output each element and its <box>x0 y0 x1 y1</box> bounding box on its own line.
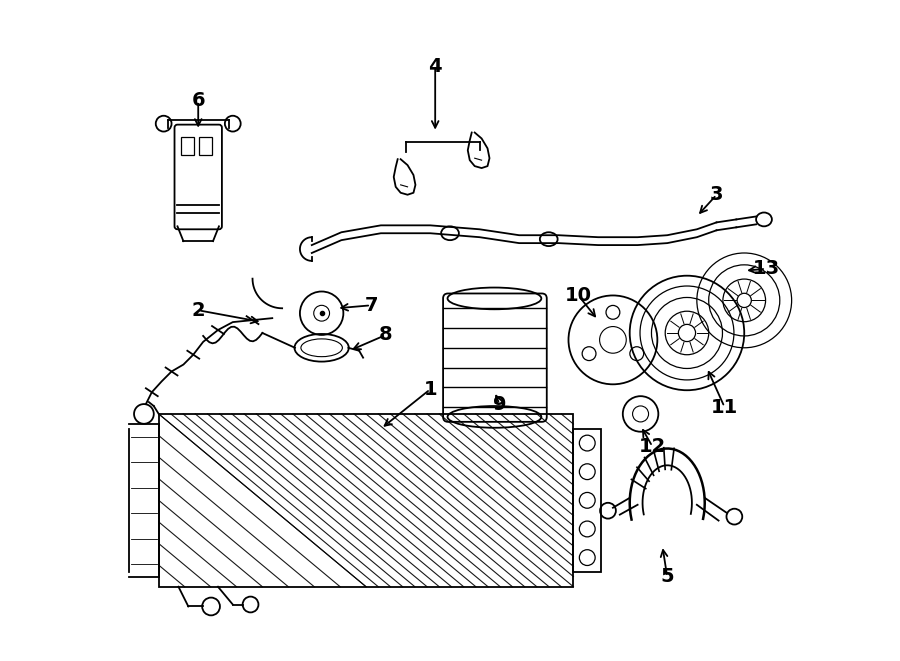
Text: 10: 10 <box>565 286 592 305</box>
Bar <box>199 137 212 155</box>
Text: 4: 4 <box>428 57 442 76</box>
Text: 7: 7 <box>364 296 378 315</box>
Text: 2: 2 <box>192 301 205 320</box>
Text: 3: 3 <box>710 185 724 204</box>
Bar <box>158 414 573 587</box>
Text: 1: 1 <box>423 380 437 399</box>
Text: 6: 6 <box>192 91 205 110</box>
Text: 8: 8 <box>379 325 392 344</box>
Text: 11: 11 <box>711 397 738 416</box>
Bar <box>573 429 601 572</box>
Text: 13: 13 <box>752 259 779 278</box>
Text: 12: 12 <box>639 437 666 456</box>
Circle shape <box>134 404 154 424</box>
Text: 9: 9 <box>492 395 506 414</box>
Bar <box>182 137 194 155</box>
Text: 5: 5 <box>661 567 674 586</box>
